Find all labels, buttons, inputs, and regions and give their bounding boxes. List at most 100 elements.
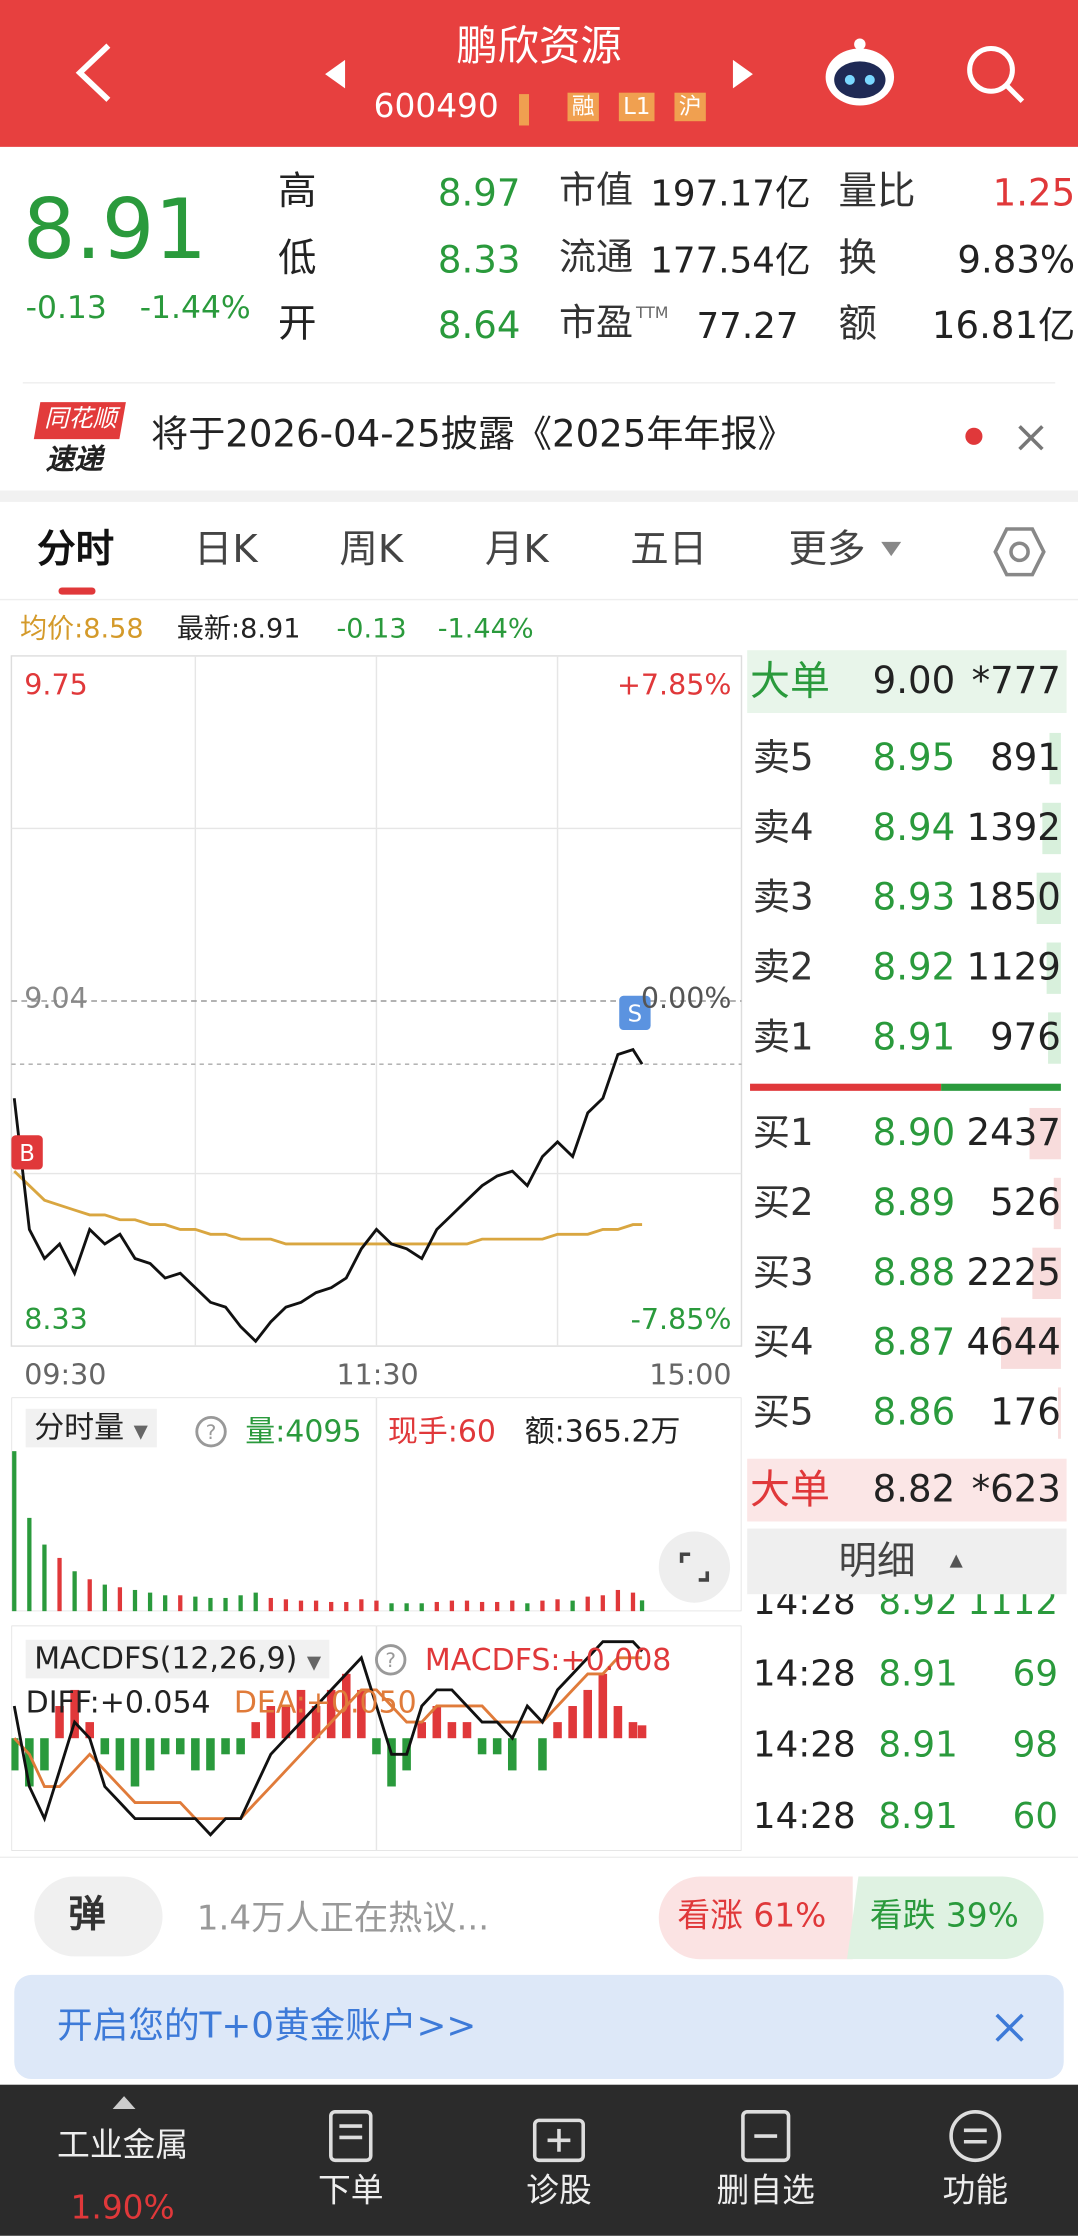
marker-box	[619, 995, 651, 1030]
nav-label[interactable]: 诊股	[526, 2173, 592, 2211]
tab-indicator	[58, 587, 96, 595]
last-price: 8.91	[22, 181, 207, 279]
volume-bar	[449, 1600, 455, 1612]
settings-button[interactable]	[992, 525, 1046, 579]
svg-text:?: ?	[385, 1648, 396, 1672]
marker-label: B	[19, 1141, 35, 1167]
nav-icon	[329, 2110, 373, 2163]
next-stock[interactable]	[730, 57, 759, 91]
macd-bar	[221, 1738, 230, 1755]
notice-text[interactable]: 将于2026-04-25披露《2025年年报》	[151, 413, 795, 457]
robot-icon[interactable]	[820, 37, 900, 111]
unread-dot	[965, 427, 983, 445]
tab[interactable]: 分时	[37, 527, 115, 572]
level-price: 8.87	[872, 1321, 956, 1365]
fullscreen-button[interactable]	[658, 1531, 731, 1603]
intraday-chart[interactable]: BS	[10, 655, 743, 1347]
nav-icon	[949, 2110, 1002, 2163]
danmaku-button[interactable]	[34, 1876, 163, 1957]
tab[interactable]: 月K	[484, 527, 549, 572]
macd-bar	[357, 1689, 366, 1739]
macd-bar	[130, 1738, 140, 1787]
stat-label: 量比	[838, 169, 916, 214]
macd-bar	[553, 1722, 562, 1739]
volume-bar	[193, 1596, 198, 1612]
sell-marker: S	[619, 995, 651, 1030]
macd-bar	[191, 1738, 200, 1771]
tab[interactable]: 日K	[193, 527, 258, 572]
nav-label[interactable]: 删自选	[716, 2173, 815, 2211]
macd-bar	[55, 1706, 64, 1739]
help-icon[interactable]: ?	[194, 1415, 228, 1449]
macd-bar	[417, 1722, 426, 1739]
close-banner[interactable]	[992, 2011, 1026, 2045]
search-button[interactable]	[964, 43, 1027, 106]
level-label: 买1	[752, 1112, 814, 1156]
macd-bar	[25, 1738, 34, 1787]
code-mark	[519, 94, 530, 126]
trade-time: 14:28	[752, 1723, 856, 1766]
prev-stock[interactable]	[319, 57, 348, 91]
bullish-button[interactable]	[658, 1876, 853, 1960]
banner-text[interactable]: 开启您的T+0黄金账户>>	[57, 2004, 477, 2047]
macd-bar	[175, 1738, 185, 1755]
tab[interactable]: 周K	[339, 527, 404, 572]
depth-bar	[1054, 1177, 1061, 1230]
price-line	[12, 1047, 644, 1344]
big-order-price: 9.00	[872, 660, 956, 703]
volume-title: 分时量	[34, 1410, 125, 1445]
tab[interactable]: 五日	[630, 527, 708, 572]
nav-label[interactable]: 工业金属	[57, 2127, 189, 2165]
macd-bar	[85, 1722, 94, 1739]
level-price: 8.93	[872, 876, 956, 920]
y-tick-label: 8.33	[24, 1301, 88, 1337]
divider	[0, 598, 1078, 601]
help-icon[interactable]: ?	[374, 1643, 408, 1677]
volume-bar	[238, 1595, 243, 1612]
macd-bar	[583, 1689, 592, 1739]
average-line	[13, 1170, 643, 1246]
volume-bar	[510, 1600, 515, 1612]
banner[interactable]	[14, 1974, 1064, 2080]
macd-bar	[568, 1706, 577, 1739]
depth-bar	[1042, 802, 1061, 855]
big-order-row	[747, 1458, 1067, 1522]
nav-label[interactable]: 功能	[942, 2173, 1009, 2211]
x-tick-label: 15:00	[649, 1357, 732, 1392]
up-arrow	[112, 2096, 136, 2109]
detail-header[interactable]	[747, 1528, 1067, 1595]
macd-bar	[492, 1738, 502, 1755]
stat-value: 177.54亿	[650, 239, 811, 281]
buy-marker: B	[11, 1135, 43, 1170]
macd-bar	[40, 1738, 49, 1771]
trade-volume: 69	[1012, 1652, 1059, 1695]
macd-value: MACDFS:+0.008	[424, 1642, 672, 1677]
discussion-text[interactable]: 1.4万人正在热议...	[196, 1897, 490, 1938]
level-price: 8.91	[872, 1016, 956, 1060]
bearish-button[interactable]	[847, 1876, 1044, 1960]
close-notice[interactable]	[1015, 422, 1046, 453]
macd-bar	[637, 1725, 647, 1739]
macd-bar	[462, 1722, 472, 1739]
nav-label[interactable]: 下单	[317, 2173, 384, 2211]
volume-bar	[344, 1601, 349, 1612]
stat-label: 额	[838, 302, 877, 347]
macd-selector[interactable]: MACDFS(12,26,9) ▼	[25, 1639, 330, 1679]
macd-bar	[160, 1738, 170, 1755]
stock-name: 鹏欣资源	[456, 21, 622, 70]
depth-bar	[1058, 1387, 1061, 1439]
macd-bar	[296, 1689, 306, 1739]
nav-icon	[741, 2110, 791, 2163]
level-price: 8.86	[872, 1391, 956, 1435]
macd-bar	[266, 1706, 276, 1739]
volume-bar	[615, 1589, 621, 1612]
back-button[interactable]	[68, 40, 119, 106]
volume-bar	[117, 1587, 123, 1612]
depth-bar	[1001, 1317, 1061, 1369]
tag: 融	[567, 92, 599, 122]
volume-selector[interactable]: 分时量 ▼	[25, 1408, 157, 1448]
volume-bar	[404, 1603, 409, 1612]
level-price: 8.89	[872, 1182, 956, 1225]
stat-label: 低	[278, 236, 317, 281]
tab[interactable]: 更多	[788, 527, 866, 572]
